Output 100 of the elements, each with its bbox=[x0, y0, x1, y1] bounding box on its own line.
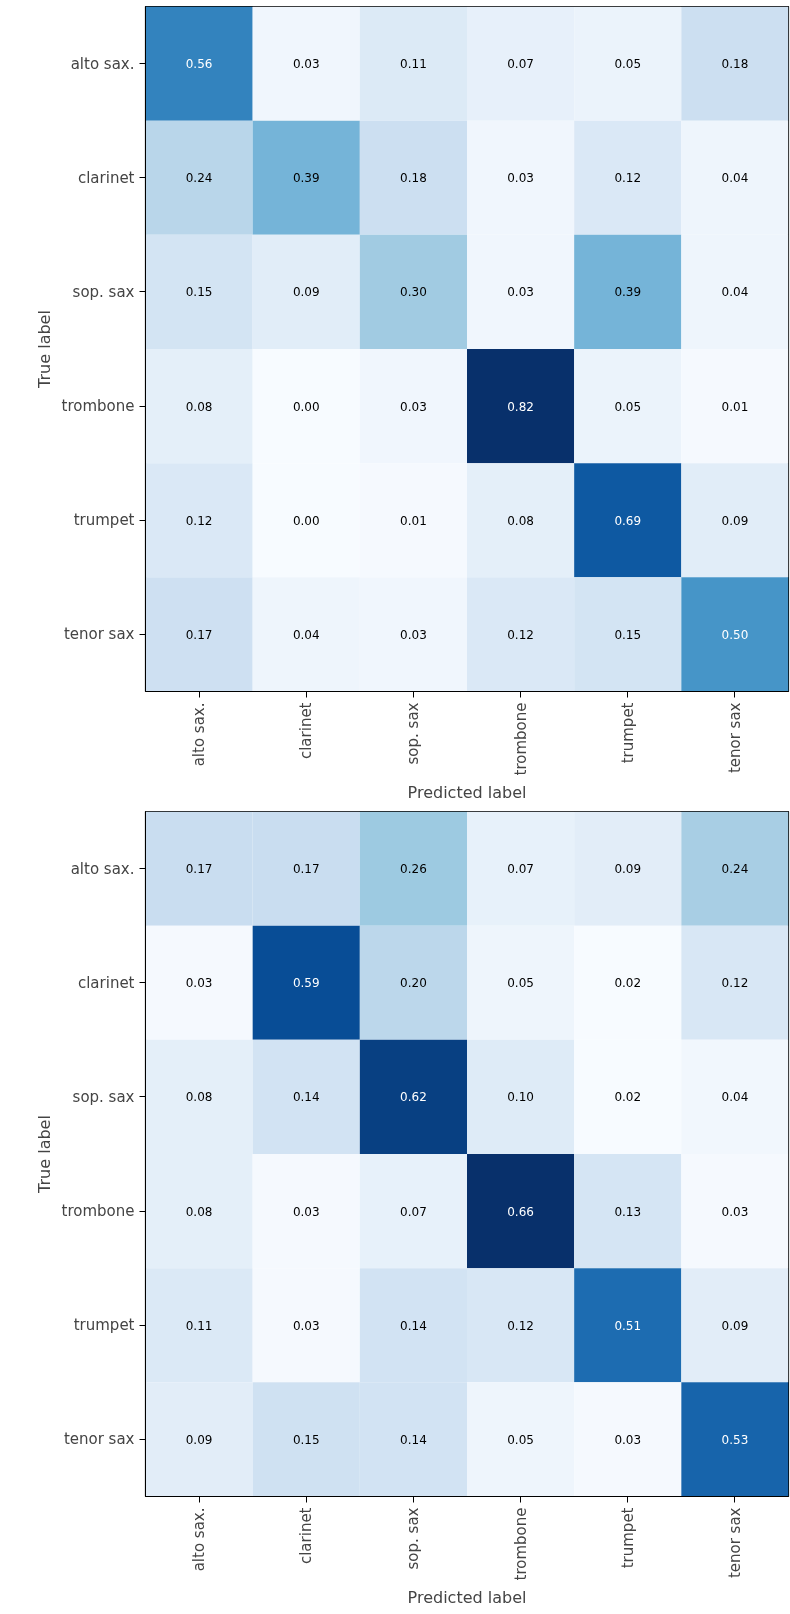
data-label: 0.24 bbox=[721, 862, 749, 877]
data-label: 0.03 bbox=[400, 399, 427, 414]
data-label: 0.18 bbox=[721, 57, 749, 72]
data-label: 0.09 bbox=[614, 862, 642, 877]
data-label: 0.13 bbox=[614, 1204, 642, 1219]
data-label: 0.12 bbox=[185, 513, 213, 528]
data-label: 0.12 bbox=[614, 171, 642, 186]
data-label: 0.14 bbox=[400, 1318, 427, 1333]
data-label: 0.05 bbox=[614, 399, 642, 414]
data-label: 0.00 bbox=[292, 513, 320, 528]
x-tick-label: clarinet bbox=[297, 1507, 316, 1565]
data-label: 0.20 bbox=[400, 976, 427, 991]
data-label: 0.66 bbox=[507, 1204, 534, 1219]
y-tick-label: alto sax. bbox=[70, 859, 135, 878]
y-tick-label: sop. sax bbox=[72, 1087, 135, 1106]
data-label: 0.08 bbox=[185, 1090, 213, 1105]
y-axis-title: True label bbox=[34, 1115, 54, 1194]
data-label: 0.08 bbox=[507, 513, 534, 528]
y-tick-label: clarinet bbox=[77, 168, 135, 187]
x-tick-label: trombone bbox=[511, 1507, 530, 1581]
data-label: 0.03 bbox=[507, 171, 534, 186]
x-tick-label: tenor sax bbox=[725, 1507, 744, 1579]
data-label: 0.08 bbox=[185, 399, 213, 414]
data-label: 0.09 bbox=[292, 285, 320, 300]
data-label: 0.14 bbox=[400, 1432, 427, 1447]
data-label: 0.01 bbox=[400, 513, 427, 528]
data-label: 0.11 bbox=[400, 57, 427, 72]
data-label: 0.17 bbox=[185, 862, 213, 877]
data-label: 0.56 bbox=[185, 57, 213, 72]
data-label: 0.26 bbox=[400, 862, 427, 877]
data-label: 0.15 bbox=[185, 285, 213, 300]
data-label: 0.01 bbox=[721, 399, 749, 414]
data-label: 0.02 bbox=[614, 1090, 642, 1105]
x-axis-title: Predicted label bbox=[407, 783, 527, 803]
y-tick-label: trumpet bbox=[73, 511, 135, 530]
data-label: 0.05 bbox=[614, 57, 642, 72]
data-label: 0.09 bbox=[721, 1318, 749, 1333]
data-label: 0.62 bbox=[400, 1090, 427, 1105]
y-tick-label: clarinet bbox=[77, 973, 135, 992]
data-label: 0.53 bbox=[721, 1432, 749, 1447]
y-tick-label: trombone bbox=[61, 397, 135, 416]
data-label: 0.12 bbox=[507, 1318, 534, 1333]
data-label: 0.03 bbox=[721, 1204, 749, 1219]
data-label: 0.39 bbox=[614, 285, 642, 300]
y-tick-label: tenor sax bbox=[63, 1430, 135, 1449]
y-tick-label: sop. sax bbox=[72, 282, 135, 301]
data-label: 0.12 bbox=[721, 976, 749, 991]
data-label: 0.04 bbox=[721, 1090, 749, 1105]
y-tick-label: trombone bbox=[61, 1202, 135, 1221]
data-label: 0.39 bbox=[292, 171, 320, 186]
x-tick-label: trumpet bbox=[618, 702, 637, 764]
x-tick-label: clarinet bbox=[297, 702, 316, 760]
data-label: 0.07 bbox=[507, 862, 534, 877]
data-label: 0.04 bbox=[721, 285, 749, 300]
data-label: 0.15 bbox=[614, 627, 642, 642]
x-tick-label: alto sax. bbox=[190, 1507, 209, 1572]
x-tick-label: trombone bbox=[511, 702, 530, 776]
x-tick-label: trumpet bbox=[618, 1507, 637, 1569]
data-label: 0.05 bbox=[507, 1432, 534, 1447]
data-label: 0.09 bbox=[185, 1432, 213, 1447]
data-label: 0.17 bbox=[185, 627, 213, 642]
data-label: 0.12 bbox=[507, 627, 534, 642]
data-label: 0.04 bbox=[721, 171, 749, 186]
data-label: 0.03 bbox=[507, 285, 534, 300]
data-label: 0.24 bbox=[185, 171, 213, 186]
y-tick-label: tenor sax bbox=[63, 625, 135, 644]
data-label: 0.11 bbox=[185, 1318, 213, 1333]
data-label: 0.69 bbox=[614, 513, 642, 528]
data-label: 0.03 bbox=[292, 57, 320, 72]
y-axis-title: True label bbox=[34, 310, 54, 389]
data-label: 0.82 bbox=[507, 399, 534, 414]
y-tick-label: alto sax. bbox=[70, 54, 135, 73]
data-label: 0.05 bbox=[507, 976, 534, 991]
x-tick-label: alto sax. bbox=[190, 702, 209, 767]
data-label: 0.02 bbox=[614, 976, 642, 991]
data-label: 0.51 bbox=[614, 1318, 642, 1333]
data-label: 0.18 bbox=[400, 171, 427, 186]
data-label: 0.00 bbox=[292, 399, 320, 414]
data-label: 0.03 bbox=[292, 1318, 320, 1333]
data-label: 0.08 bbox=[185, 1204, 213, 1219]
data-label: 0.50 bbox=[721, 627, 749, 642]
data-label: 0.07 bbox=[507, 57, 534, 72]
data-label: 0.04 bbox=[292, 627, 320, 642]
data-label: 0.03 bbox=[292, 1204, 320, 1219]
data-label: 0.30 bbox=[400, 285, 427, 300]
x-axis-title: Predicted label bbox=[407, 1588, 527, 1608]
data-label: 0.09 bbox=[721, 513, 749, 528]
data-label: 0.59 bbox=[292, 976, 320, 991]
x-tick-label: tenor sax bbox=[725, 702, 744, 774]
data-label: 0.10 bbox=[507, 1090, 534, 1105]
x-tick-label: sop. sax bbox=[404, 702, 423, 765]
data-label: 0.14 bbox=[292, 1090, 320, 1105]
data-label: 0.15 bbox=[292, 1432, 320, 1447]
data-label: 0.17 bbox=[292, 862, 320, 877]
data-label: 0.03 bbox=[185, 976, 213, 991]
x-tick-label: sop. sax bbox=[404, 1507, 423, 1570]
data-label: 0.03 bbox=[400, 627, 427, 642]
data-label: 0.03 bbox=[614, 1432, 642, 1447]
y-tick-label: trumpet bbox=[73, 1316, 135, 1335]
data-label: 0.07 bbox=[400, 1204, 427, 1219]
